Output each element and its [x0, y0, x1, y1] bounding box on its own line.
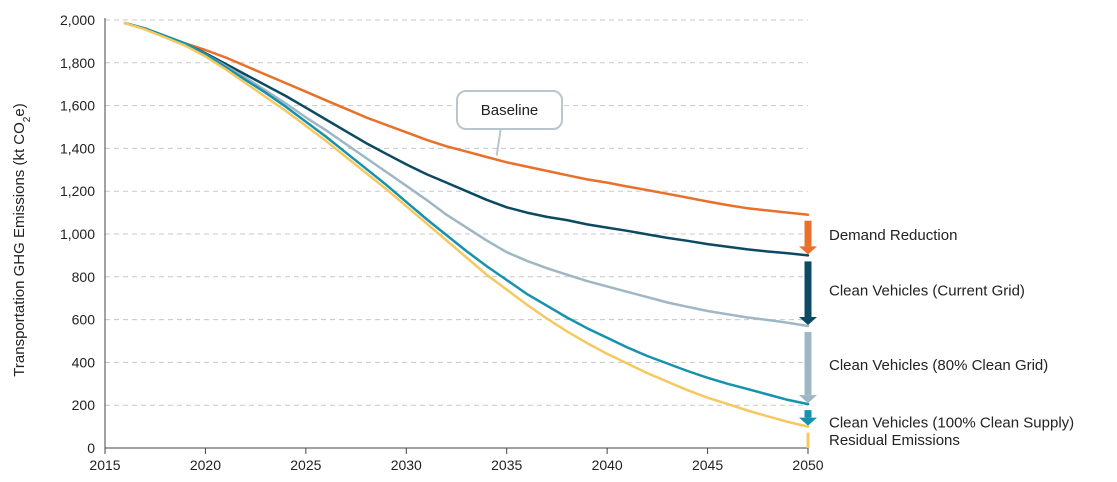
y-axis-title: Transportation GHG Emissions (kt CO2e) — [11, 103, 33, 376]
y-tick-label: 1,800 — [60, 55, 95, 71]
callout-box — [456, 90, 563, 130]
series-line-after-clean-vehicles-80-clean-grid — [123, 21, 810, 406]
y-tick-label: 2,000 — [60, 12, 95, 28]
x-tick-label: 2045 — [692, 457, 723, 473]
x-tick-label: 2020 — [190, 457, 221, 473]
gridlines — [105, 19, 808, 406]
y-tick-label: 0 — [87, 440, 95, 456]
x-tick-label: 2030 — [391, 457, 422, 473]
x-tick-label: 2050 — [792, 457, 823, 473]
callout-label: Baseline — [481, 102, 539, 119]
wedge-arrow-shaft — [804, 261, 812, 318]
y-tick-label: 200 — [72, 397, 96, 413]
wedge-label: Demand Reduction — [829, 227, 957, 244]
y-axis-title-main: Transportation GHG Emissions (kt CO — [11, 122, 28, 377]
wedge-bar — [806, 432, 810, 448]
wedge-arrow-head — [799, 417, 817, 426]
wedge-arrow-shaft — [804, 332, 812, 396]
axes: 0 200 400 600 800 1,000 1,200 1,400 1,600 1,800 2,… — [60, 12, 824, 473]
y-tick-label: 1,400 — [60, 140, 95, 156]
y-tick-label: 600 — [72, 312, 96, 328]
annotations: Baseline — [456, 90, 563, 156]
y-tick-label: 1,600 — [60, 98, 95, 114]
y-axis-title-subscript: 2 — [22, 116, 33, 122]
x-tick-label: 2035 — [491, 457, 522, 473]
callout-leader — [495, 128, 502, 156]
x-tick-label: 2015 — [89, 457, 120, 473]
series-line-after-clean-vehicles-100-clean-supply — [123, 21, 810, 428]
y-tick-label: 1,200 — [60, 183, 95, 199]
wedge-arrows: Demand Reduction Clean Vehicles (Current … — [799, 220, 1074, 449]
y-axis-title-end: e) — [11, 103, 28, 116]
y-tick-label: 800 — [72, 269, 96, 285]
wedge-label: Clean Vehicles (80% Clean Grid) — [829, 357, 1048, 374]
series-line-after-demand-reduction — [123, 21, 810, 257]
series-line-after-clean-vehicles-current-grid — [123, 21, 810, 328]
wedge-arrow-shaft — [804, 410, 812, 418]
x-tick-label: 2040 — [592, 457, 623, 473]
y-tick-label: 400 — [72, 354, 96, 370]
wedge-arrow-head — [799, 317, 817, 326]
wedge-arrow-head — [799, 395, 817, 404]
wedge-arrow-shaft — [804, 220, 812, 247]
series-lines — [123, 21, 810, 428]
y-tick-label: 1,000 — [60, 226, 95, 242]
wedge-arrow-head — [799, 246, 817, 255]
wedge-label: Clean Vehicles (Current Grid) — [829, 283, 1025, 300]
series-line-baseline — [123, 21, 810, 216]
wedge-label: Clean Vehicles (100% Clean Supply) — [829, 415, 1074, 432]
x-tick-label: 2025 — [290, 457, 321, 473]
wedge-label: Residual Emissions — [829, 432, 960, 449]
